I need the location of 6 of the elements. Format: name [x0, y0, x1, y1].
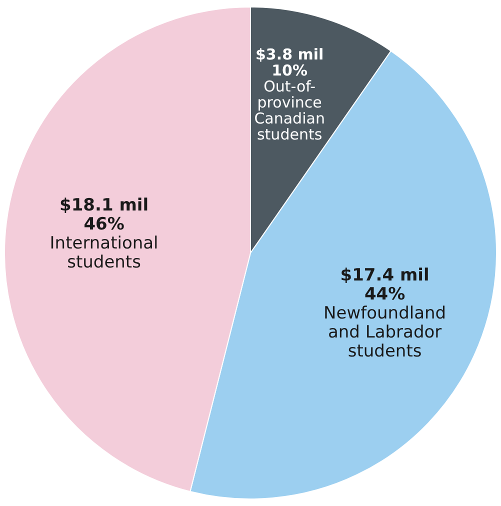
data-label: $3.8 mil 10% [255, 45, 324, 80]
slice-label: International students [50, 234, 158, 273]
slice-label: Out-of- province Canadian students [254, 77, 325, 144]
slice-label: Newfoundland and Labrador students [324, 304, 446, 362]
data-label: $17.4 mil 44% [340, 266, 430, 305]
data-label: $18.1 mil 46% [60, 196, 149, 235]
